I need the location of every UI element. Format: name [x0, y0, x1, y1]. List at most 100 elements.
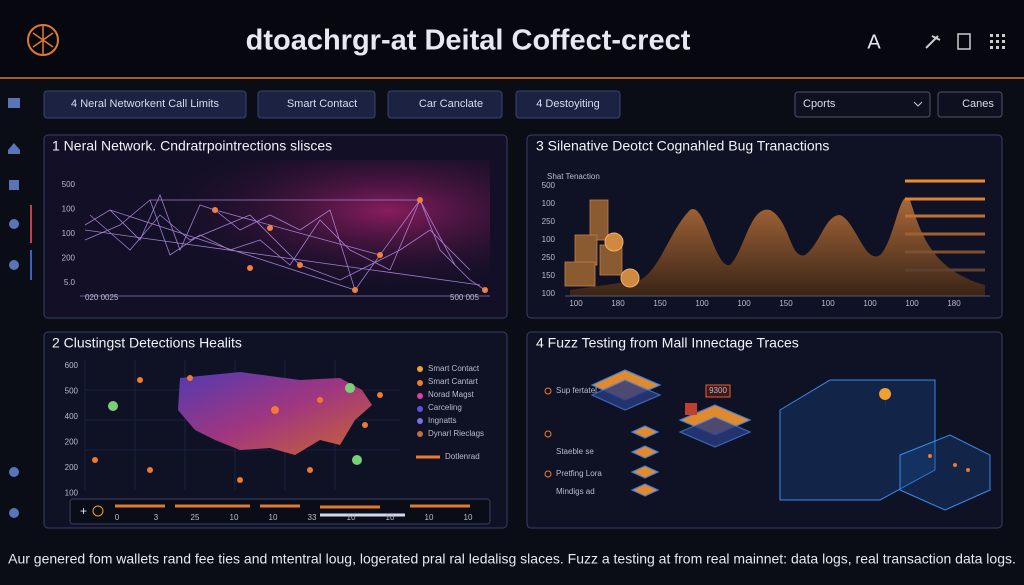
- slider-label: 0: [115, 513, 120, 522]
- grid-icon-rect: [1002, 40, 1005, 43]
- axis-label: 100: [695, 299, 709, 308]
- panel-bug-transactions-g: [564, 199, 623, 287]
- process-label: Pretfing Lora: [556, 469, 602, 478]
- toolbar-button[interactable]: [257, 90, 376, 119]
- panel-subtitle: Shat Tenaction: [547, 172, 600, 181]
- panel-fuzz-testing-g-path: [630, 425, 660, 439]
- pin-icon[interactable]: [925, 35, 941, 49]
- legend-entry: Dynarl Rieclags: [428, 429, 484, 438]
- panel-bug-transactions-g: [905, 179, 985, 272]
- process-label: Staeble se: [556, 447, 594, 456]
- grid-icon-rect: [996, 40, 999, 43]
- sidebar-rect[interactable]: [9, 180, 19, 190]
- panel-clusters-g-circle: [108, 401, 118, 411]
- axis-label: 400: [65, 412, 79, 421]
- slider-label: 10: [347, 513, 356, 522]
- panel-fuzz-testing: 4 Fuzz Testing from Mall Innectage Trace…: [526, 331, 1003, 529]
- toolbar-button-label: 4 Destoyiting: [536, 98, 600, 110]
- panel-fuzz-testing-g-path: [779, 379, 936, 501]
- grid-icon-rect: [1002, 46, 1005, 49]
- panel-clusters-g-circle: [317, 397, 323, 403]
- font-icon[interactable]: A: [867, 31, 881, 53]
- panel-bug-transactions-circle: [620, 268, 640, 288]
- panel-bug-transactions: 3 Silenative Deotct Cognahled Bug Tranac…: [526, 134, 1003, 319]
- sidebar-rect[interactable]: [8, 98, 20, 108]
- footer-caption: Aur genered fom wallets rand fee ties an…: [8, 551, 1016, 567]
- axis-label: 100: [542, 235, 556, 244]
- panel-network-g-path: [89, 214, 471, 281]
- sidebar: [8, 98, 32, 518]
- slider-label: 10: [230, 513, 239, 522]
- toolbar: 4 Neral Networkent Call Limits Smart Con…: [43, 90, 1003, 119]
- panel-clusters-g-circle: [352, 455, 362, 465]
- panel-fuzz-testing-g-path: [630, 483, 660, 497]
- panel-network-g-path: [84, 199, 481, 291]
- sidebar-circle[interactable]: [9, 260, 19, 270]
- process-label: Mindigs ad: [556, 487, 595, 496]
- panel-fuzz-testing-g-path: [678, 416, 752, 448]
- sidebar-rect: [30, 250, 32, 280]
- grid-icon-rect: [990, 46, 993, 49]
- panel-fuzz-testing-g-path: [590, 379, 662, 411]
- axis-label: 180: [611, 299, 625, 308]
- panel-network-g-circle: [297, 262, 303, 268]
- axis-label: 200: [65, 438, 79, 447]
- legend-entry: Carceling: [428, 403, 462, 412]
- panel-bug-transactions-g-rect: [564, 261, 596, 287]
- grid-icon-rect: [990, 34, 993, 37]
- panel-clusters-g-circle: [187, 375, 193, 381]
- toolbar-button[interactable]: [43, 90, 247, 119]
- action-button[interactable]: [937, 91, 1003, 118]
- panel-clusters-g: [108, 383, 362, 465]
- sidebar-circle[interactable]: [9, 467, 19, 477]
- legend-entry: Norad Magst: [428, 390, 475, 399]
- axis-label: 100: [542, 289, 556, 298]
- slider-label: 3: [154, 513, 159, 522]
- panel-clusters-g-circle: [307, 467, 313, 473]
- grid-icon[interactable]: [990, 34, 1005, 49]
- axis-label: 500: [62, 180, 76, 189]
- dropdown[interactable]: [794, 91, 931, 118]
- header: dtoachrgr-at Deital Coffect-crect A: [0, 0, 1024, 79]
- axis-label: 200: [62, 254, 76, 263]
- axis-label: 250: [542, 217, 556, 226]
- panel-icon[interactable]: [957, 33, 971, 50]
- slider-label: 10: [386, 513, 395, 522]
- legend-entry: Dotlenrad: [445, 452, 480, 461]
- panel-bug-transactions-g-rect: [589, 199, 609, 241]
- sidebar-circle[interactable]: [9, 508, 19, 518]
- panel-network-g-circle: [247, 265, 253, 271]
- panel-clusters-g: [416, 366, 440, 459]
- panel-fuzz-testing-g: [928, 454, 970, 472]
- panel-network-g-circle: [267, 225, 273, 231]
- panel-bug-transactions-circle: [604, 232, 624, 252]
- axis-label: 5.0: [64, 278, 76, 287]
- slider-label: 10: [425, 513, 434, 522]
- axis-label: 100: [905, 299, 919, 308]
- axis-label: 100: [62, 205, 76, 214]
- toolbar-button-label: Car Canclate: [419, 98, 483, 110]
- panel-title: 3 Silenative Deotct Cognahled Bug Tranac…: [536, 138, 829, 154]
- panel-clusters: 2 Clustingst Detections Healits +: [43, 331, 508, 529]
- axis-label: 500: [542, 181, 556, 190]
- toolbar-button[interactable]: [387, 90, 503, 119]
- panel-fuzz-testing-circle: [544, 387, 552, 395]
- panel-network-g-circle: [417, 197, 423, 203]
- slider-label: 33: [308, 513, 317, 522]
- panel-network-g-circle: [212, 207, 218, 213]
- panel-network: 1 Neral Network. Cndratrpointrections sl…: [43, 134, 508, 319]
- axis-label: 180: [947, 299, 961, 308]
- sidebar-path[interactable]: [8, 143, 20, 154]
- panel-fuzz-testing-path: [879, 388, 892, 412]
- panel-clusters-g-circle: [237, 477, 243, 483]
- panel-clusters-g-circle: [137, 377, 143, 383]
- grid-icon-rect: [990, 40, 993, 43]
- panel-fuzz-testing-rect: [685, 403, 697, 415]
- panel-bug-transactions-g-rect: [574, 234, 598, 266]
- panel-network-g-circle: [352, 287, 358, 293]
- sidebar-circle[interactable]: [9, 219, 19, 229]
- axis-label: 100: [542, 199, 556, 208]
- toolbar-button[interactable]: [515, 90, 621, 119]
- panel-network-g-circle: [482, 287, 488, 293]
